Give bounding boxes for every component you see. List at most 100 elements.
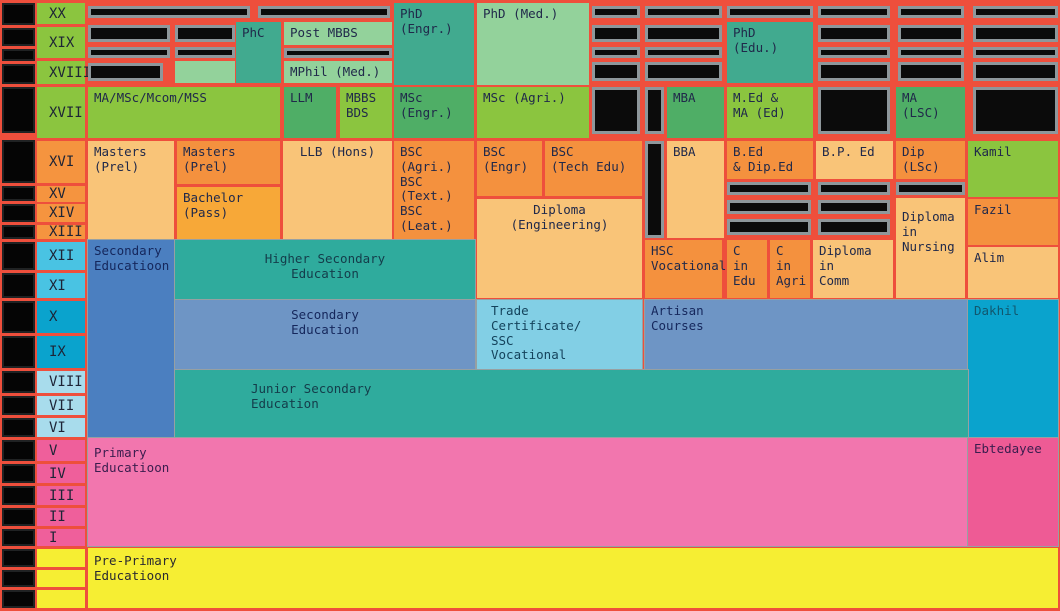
block-fazil: Fazil <box>968 199 1058 245</box>
block-phd-med: PhD (Med.) <box>477 3 589 85</box>
redacted-bar <box>592 47 640 58</box>
block-diploma-engineering: Diploma (Engineering) <box>477 199 642 298</box>
grade-cell-xx: XX <box>37 3 85 24</box>
block-bp-ed: B.P. Ed <box>816 141 893 179</box>
redacted-age-cell <box>2 464 35 483</box>
block-phd-engr: PhD (Engr.) <box>394 3 474 85</box>
grade-cell-vii: VII <box>37 396 85 415</box>
block-bsc-engr: BSC (Engr) <box>477 141 542 196</box>
redacted-age-cell <box>2 204 35 222</box>
block-pre-primary: Pre-Primary Educatioon <box>88 548 1058 608</box>
redacted-bar <box>727 6 813 18</box>
block-bsc-group: BSC (Agri.) BSC (Text.) BSC (Leat.) <box>394 141 474 240</box>
block-med-ma-ed: M.Ed & MA (Ed) <box>727 87 813 138</box>
grade-cell-xiv: XIV <box>37 204 85 222</box>
block-alim: Alim <box>968 247 1058 298</box>
grade-cell-preprimary-2 <box>37 570 85 587</box>
redacted-bar <box>818 182 890 195</box>
redacted-age-cell <box>2 486 35 505</box>
redacted-bar <box>88 6 250 18</box>
block-ma-msc-mcom-mss: MA/MSc/Mcom/MSS <box>88 87 280 138</box>
grade-cell-viii: VIII <box>37 371 85 393</box>
block-ebtedayee: Ebtedayee <box>968 438 1058 546</box>
block-diploma-nursing: Diploma in Nursing <box>896 198 965 298</box>
grade-cell-xvii: XVII <box>37 87 85 138</box>
block-secondary-educatioon: Secondary Educatioon <box>88 240 175 438</box>
redacted-bar <box>818 47 890 58</box>
block-mphil-med: MPhil (Med.) <box>284 61 392 83</box>
redacted-bar <box>896 182 965 195</box>
redacted-age-cell <box>2 418 35 437</box>
redacted-bar <box>592 25 640 42</box>
block-msc-engr: MSc (Engr.) <box>394 87 474 138</box>
block-dakhil: Dakhil <box>968 300 1058 438</box>
block-diploma-comm: Diploma in Comm <box>813 240 893 298</box>
block-ma-lsc: MA (LSC) <box>896 87 965 138</box>
block-msc-agri: MSc (Agri.) <box>477 87 589 138</box>
redacted-age-cell <box>2 186 35 201</box>
grade-cell-x: X <box>37 301 85 333</box>
block-phd-edu: PhD (Edu.) <box>727 22 813 83</box>
redacted-bar <box>898 47 964 58</box>
redacted-bar <box>818 87 890 134</box>
block-artisan-courses: Artisan Courses <box>645 300 968 370</box>
grade-cell-ix: IX <box>37 336 85 368</box>
grade-cell-preprimary-3 <box>37 590 85 608</box>
redacted-bar <box>645 47 722 58</box>
redacted-age-cell <box>2 3 35 25</box>
block-primary: Primary Educatioon <box>88 438 968 546</box>
redacted-age-cell <box>2 87 35 133</box>
grade-cell-xi: XI <box>37 273 85 298</box>
redacted-bar <box>973 25 1058 42</box>
block-kamil: Kamil <box>968 141 1058 197</box>
redacted-bar <box>973 62 1058 81</box>
redacted-bar <box>645 141 664 238</box>
grade-cell-preprimary-1 <box>37 549 85 567</box>
grade-cell-xix: XIX <box>37 27 85 58</box>
redacted-bar <box>818 200 890 214</box>
redacted-bar <box>973 6 1058 18</box>
block-bsc-tech-edu: BSC (Tech Edu) <box>545 141 642 196</box>
redacted-age-cell <box>2 549 35 567</box>
redacted-age-cell <box>2 140 35 183</box>
redacted-age-cell <box>2 570 35 587</box>
block-llb-hons: LLB (Hons) <box>283 141 392 240</box>
block-hsc-vocational: HSC Vocational <box>645 240 726 298</box>
redacted-age-cell <box>2 273 35 298</box>
grade-cell-iii: III <box>37 486 85 505</box>
redacted-age-cell <box>2 529 35 546</box>
redacted-age-cell <box>2 49 35 61</box>
redacted-bar <box>818 62 890 81</box>
redacted-bar <box>727 182 811 195</box>
block-unlabeled-green-cell <box>175 61 235 83</box>
redacted-bar <box>818 6 890 18</box>
redacted-bar <box>818 25 890 42</box>
grade-cell-xviii: XVIII <box>37 61 91 84</box>
block-masters-prel-2: Masters (Prel) <box>177 141 280 184</box>
grade-cell-xiii: XIII <box>37 224 85 240</box>
redacted-bar <box>898 25 964 42</box>
redacted-bar <box>973 87 1058 134</box>
grade-cell-vi: VI <box>37 418 85 437</box>
block-trade-certificate: Trade Certificate/ SSC Vocational <box>477 300 642 370</box>
block-llm: LLM <box>284 87 336 138</box>
redacted-bar <box>88 25 170 42</box>
grade-cell-xvi: XVI <box>37 141 85 183</box>
redacted-age-cell <box>2 225 35 239</box>
redacted-bar <box>592 62 640 81</box>
redacted-bar <box>88 47 170 58</box>
redacted-bar <box>898 6 964 18</box>
redacted-bar <box>898 62 964 81</box>
redacted-bar <box>727 200 811 214</box>
redacted-age-cell <box>2 301 35 333</box>
block-junior-secondary: Junior Secondary Education <box>175 370 968 438</box>
block-higher-secondary: Higher Secondary Education <box>175 240 475 300</box>
grade-cell-i: I <box>37 529 85 546</box>
redacted-bar <box>727 219 811 235</box>
redacted-bar <box>973 47 1058 58</box>
redacted-bar <box>592 87 640 134</box>
block-post-mbbs: Post MBBS <box>284 22 392 45</box>
block-mba: MBA <box>667 87 724 138</box>
block-masters-prel-1: Masters (Prel) <box>88 141 174 240</box>
